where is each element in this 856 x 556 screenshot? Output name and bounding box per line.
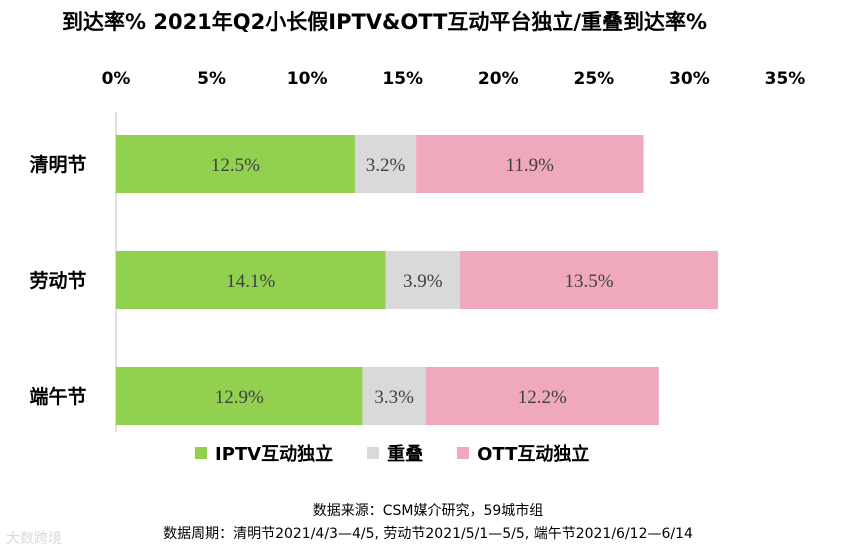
chart-title: 到达率% 2021年Q2小长假IPTV&OTT互动平台独立/重叠到达率%: [62, 10, 708, 34]
x-tick-label: 0%: [102, 69, 131, 89]
legend-swatch-ott: [457, 447, 470, 459]
legend-swatch-iptv: [195, 447, 207, 459]
x-tick-label: 35%: [765, 69, 806, 89]
bar-segment: [460, 251, 719, 309]
data-label: 12.5%: [211, 155, 260, 176]
bar-segment: [425, 367, 659, 425]
data-label: 12.9%: [215, 387, 264, 408]
bar-segment: [362, 367, 426, 425]
data-label: 3.9%: [403, 271, 443, 292]
legend-label-ott: OTT互动独立: [477, 444, 590, 465]
bar-segment: [116, 135, 355, 193]
bar-segment: [116, 367, 363, 425]
legend-item-overlap: 重叠: [367, 440, 423, 466]
x-tick-label: 20%: [478, 69, 519, 89]
legend-swatch-overlap: [367, 447, 380, 459]
data-label: 11.9%: [506, 155, 555, 176]
category-label: 清明节: [29, 153, 86, 176]
x-tick-label: 10%: [287, 69, 328, 89]
category-label: 劳动节: [29, 269, 86, 292]
bar-segment: [116, 251, 386, 309]
data-label: 3.3%: [374, 387, 414, 408]
bar-segment: [416, 135, 644, 193]
bar-segment: [385, 251, 461, 309]
data-label: 12.2%: [518, 387, 567, 408]
legend-label-overlap: 重叠: [387, 444, 424, 465]
legend-item-iptv: IPTV互动独立: [195, 440, 333, 466]
x-tick-label: 15%: [382, 69, 423, 89]
legend-label-iptv: IPTV互动独立: [215, 444, 334, 465]
watermark-logo: 大数跨境: [6, 531, 62, 547]
data-label: 14.1%: [226, 271, 275, 292]
x-tick-label: 5%: [197, 69, 226, 89]
data-label: 3.2%: [366, 155, 406, 176]
legend-item-ott: OTT互动独立: [457, 440, 589, 466]
data-source-note: 数据来源：CSM媒介研究，59城市组: [312, 503, 544, 519]
data-label: 13.5%: [565, 271, 614, 292]
bar-segment: [354, 135, 417, 193]
x-tick-label: 25%: [574, 69, 615, 89]
legend: IPTV互动独立 重叠 OTT互动独立: [195, 440, 589, 466]
category-label: 端午节: [29, 385, 86, 408]
data-period-note: 数据周期：清明节2021/4/3—4/5, 劳动节2021/5/1—5/5, 端…: [163, 526, 693, 542]
x-tick-label: 30%: [669, 69, 710, 89]
